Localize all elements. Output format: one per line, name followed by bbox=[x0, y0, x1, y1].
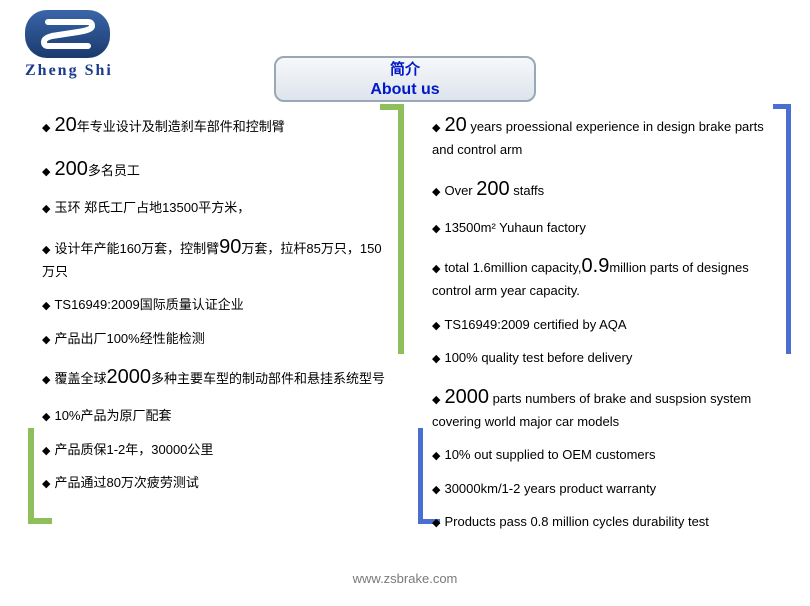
title-cn: 简介 bbox=[276, 60, 534, 80]
en-item: ◆ Over 200 staffs bbox=[430, 174, 780, 204]
en-item: ◆ 2000 parts numbers of brake and suspsi… bbox=[430, 382, 780, 432]
en-item: ◆ 10% out supplied to OEM customers bbox=[430, 445, 780, 465]
logo-text: Zheng Shi bbox=[25, 62, 113, 80]
en-item: ◆ 30000km/1-2 years product warranty bbox=[430, 479, 780, 499]
cn-item: ◆ 产品质保1-2年，30000公里 bbox=[40, 440, 390, 460]
en-item: ◆ Products pass 0.8 million cycles durab… bbox=[430, 512, 780, 532]
cn-item: ◆ 200多名员工 bbox=[40, 154, 390, 184]
footer-url: www.zsbrake.com bbox=[0, 571, 810, 586]
cn-item: ◆ 10%产品为原厂配套 bbox=[40, 406, 390, 426]
column-chinese: ◆ 20年专业设计及制造刹车部件和控制臂 ◆ 200多名员工 ◆玉环 郑氏工厂占地1… bbox=[40, 110, 390, 507]
column-english: ◆ 20 years proessional experience in des… bbox=[430, 110, 780, 546]
en-item: ◆ TS16949:2009 certified by AQA bbox=[430, 315, 780, 335]
title-box: 简介 About us bbox=[274, 56, 536, 102]
logo-mark bbox=[25, 10, 110, 58]
en-item: ◆ total 1.6million capacity,0.9million p… bbox=[430, 251, 780, 301]
en-item: ◆ 100% quality test before delivery bbox=[430, 348, 780, 368]
cn-item: ◆ 产品通过80万次疲劳测试 bbox=[40, 473, 390, 493]
cn-item: ◆ TS16949:2009国际质量认证企业 bbox=[40, 295, 390, 315]
cn-item: ◆ 设计年产能160万套，控制臂90万套，拉杆85万只，150万只 bbox=[40, 232, 390, 282]
logo-s-icon bbox=[38, 16, 98, 52]
cn-item: ◆玉环 郑氏工厂占地13500平方米， bbox=[40, 198, 390, 218]
cn-item: ◆ 产品出厂100%经性能检测 bbox=[40, 329, 390, 349]
title-en: About us bbox=[276, 80, 534, 100]
en-item: ◆ 20 years proessional experience in des… bbox=[430, 110, 780, 160]
logo: Zheng Shi bbox=[25, 10, 113, 80]
cn-item: ◆ 20年专业设计及制造刹车部件和控制臂 bbox=[40, 110, 390, 140]
cn-item: ◆ 覆盖全球2000多种主要车型的制动部件和悬挂系统型号 bbox=[40, 362, 390, 392]
en-item: ◆ 13500m² Yuhaun factory bbox=[430, 218, 780, 238]
